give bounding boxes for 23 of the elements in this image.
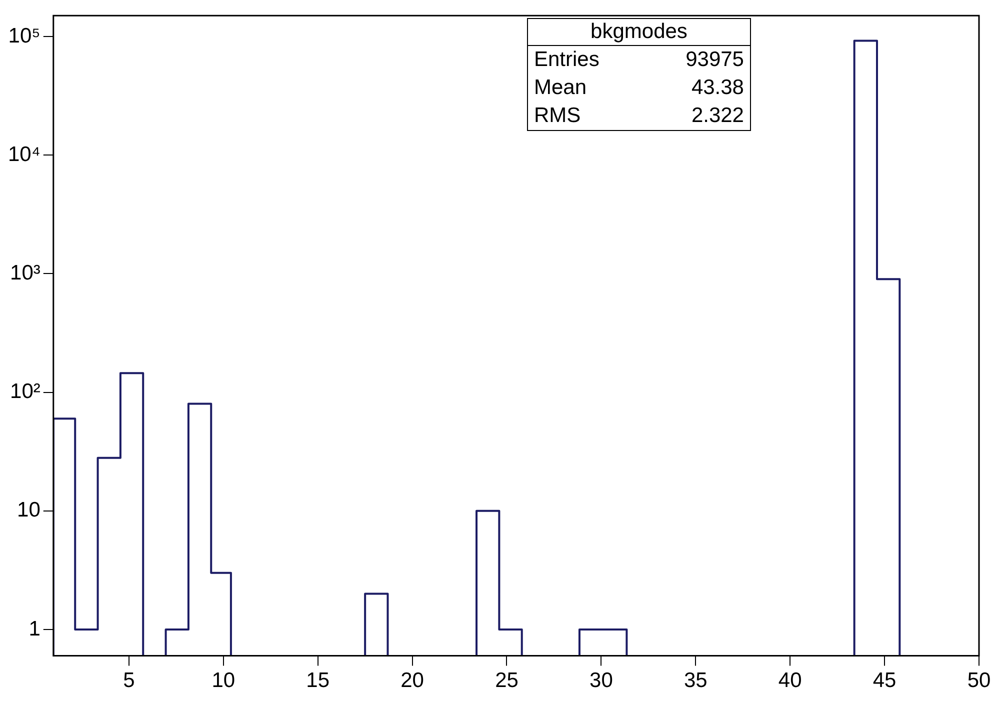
y-tick-label: 10³ <box>10 261 40 284</box>
annotation: bkgmodes <box>528 19 750 46</box>
annotation: 43.38 <box>691 75 744 101</box>
x-tick-label: 40 <box>778 669 802 692</box>
x-tick-label: 10 <box>212 669 236 692</box>
y-tick-label: 10⁴ <box>8 142 40 166</box>
x-tick-label: 50 <box>967 669 991 692</box>
annotation: RMS <box>534 103 581 129</box>
y-tick-label: 10 <box>17 498 40 522</box>
y-tick-label: 10⁵ <box>8 24 40 48</box>
annotation: 2.322 <box>691 103 744 129</box>
x-tick-label: 35 <box>684 669 708 692</box>
annotation: Entries <box>534 47 600 73</box>
x-tick-label: 25 <box>495 669 518 692</box>
y-tick-label: 1 <box>28 617 40 640</box>
x-tick-label: 45 <box>872 669 896 692</box>
x-tick-label: 15 <box>306 669 330 692</box>
x-tick-label: 5 <box>123 669 135 692</box>
annotation: 93975 <box>686 47 744 73</box>
annotation: Mean <box>534 75 587 101</box>
x-tick-label: 20 <box>400 669 424 692</box>
x-tick-label: 30 <box>590 669 613 692</box>
y-tick-label: 10² <box>10 380 40 404</box>
